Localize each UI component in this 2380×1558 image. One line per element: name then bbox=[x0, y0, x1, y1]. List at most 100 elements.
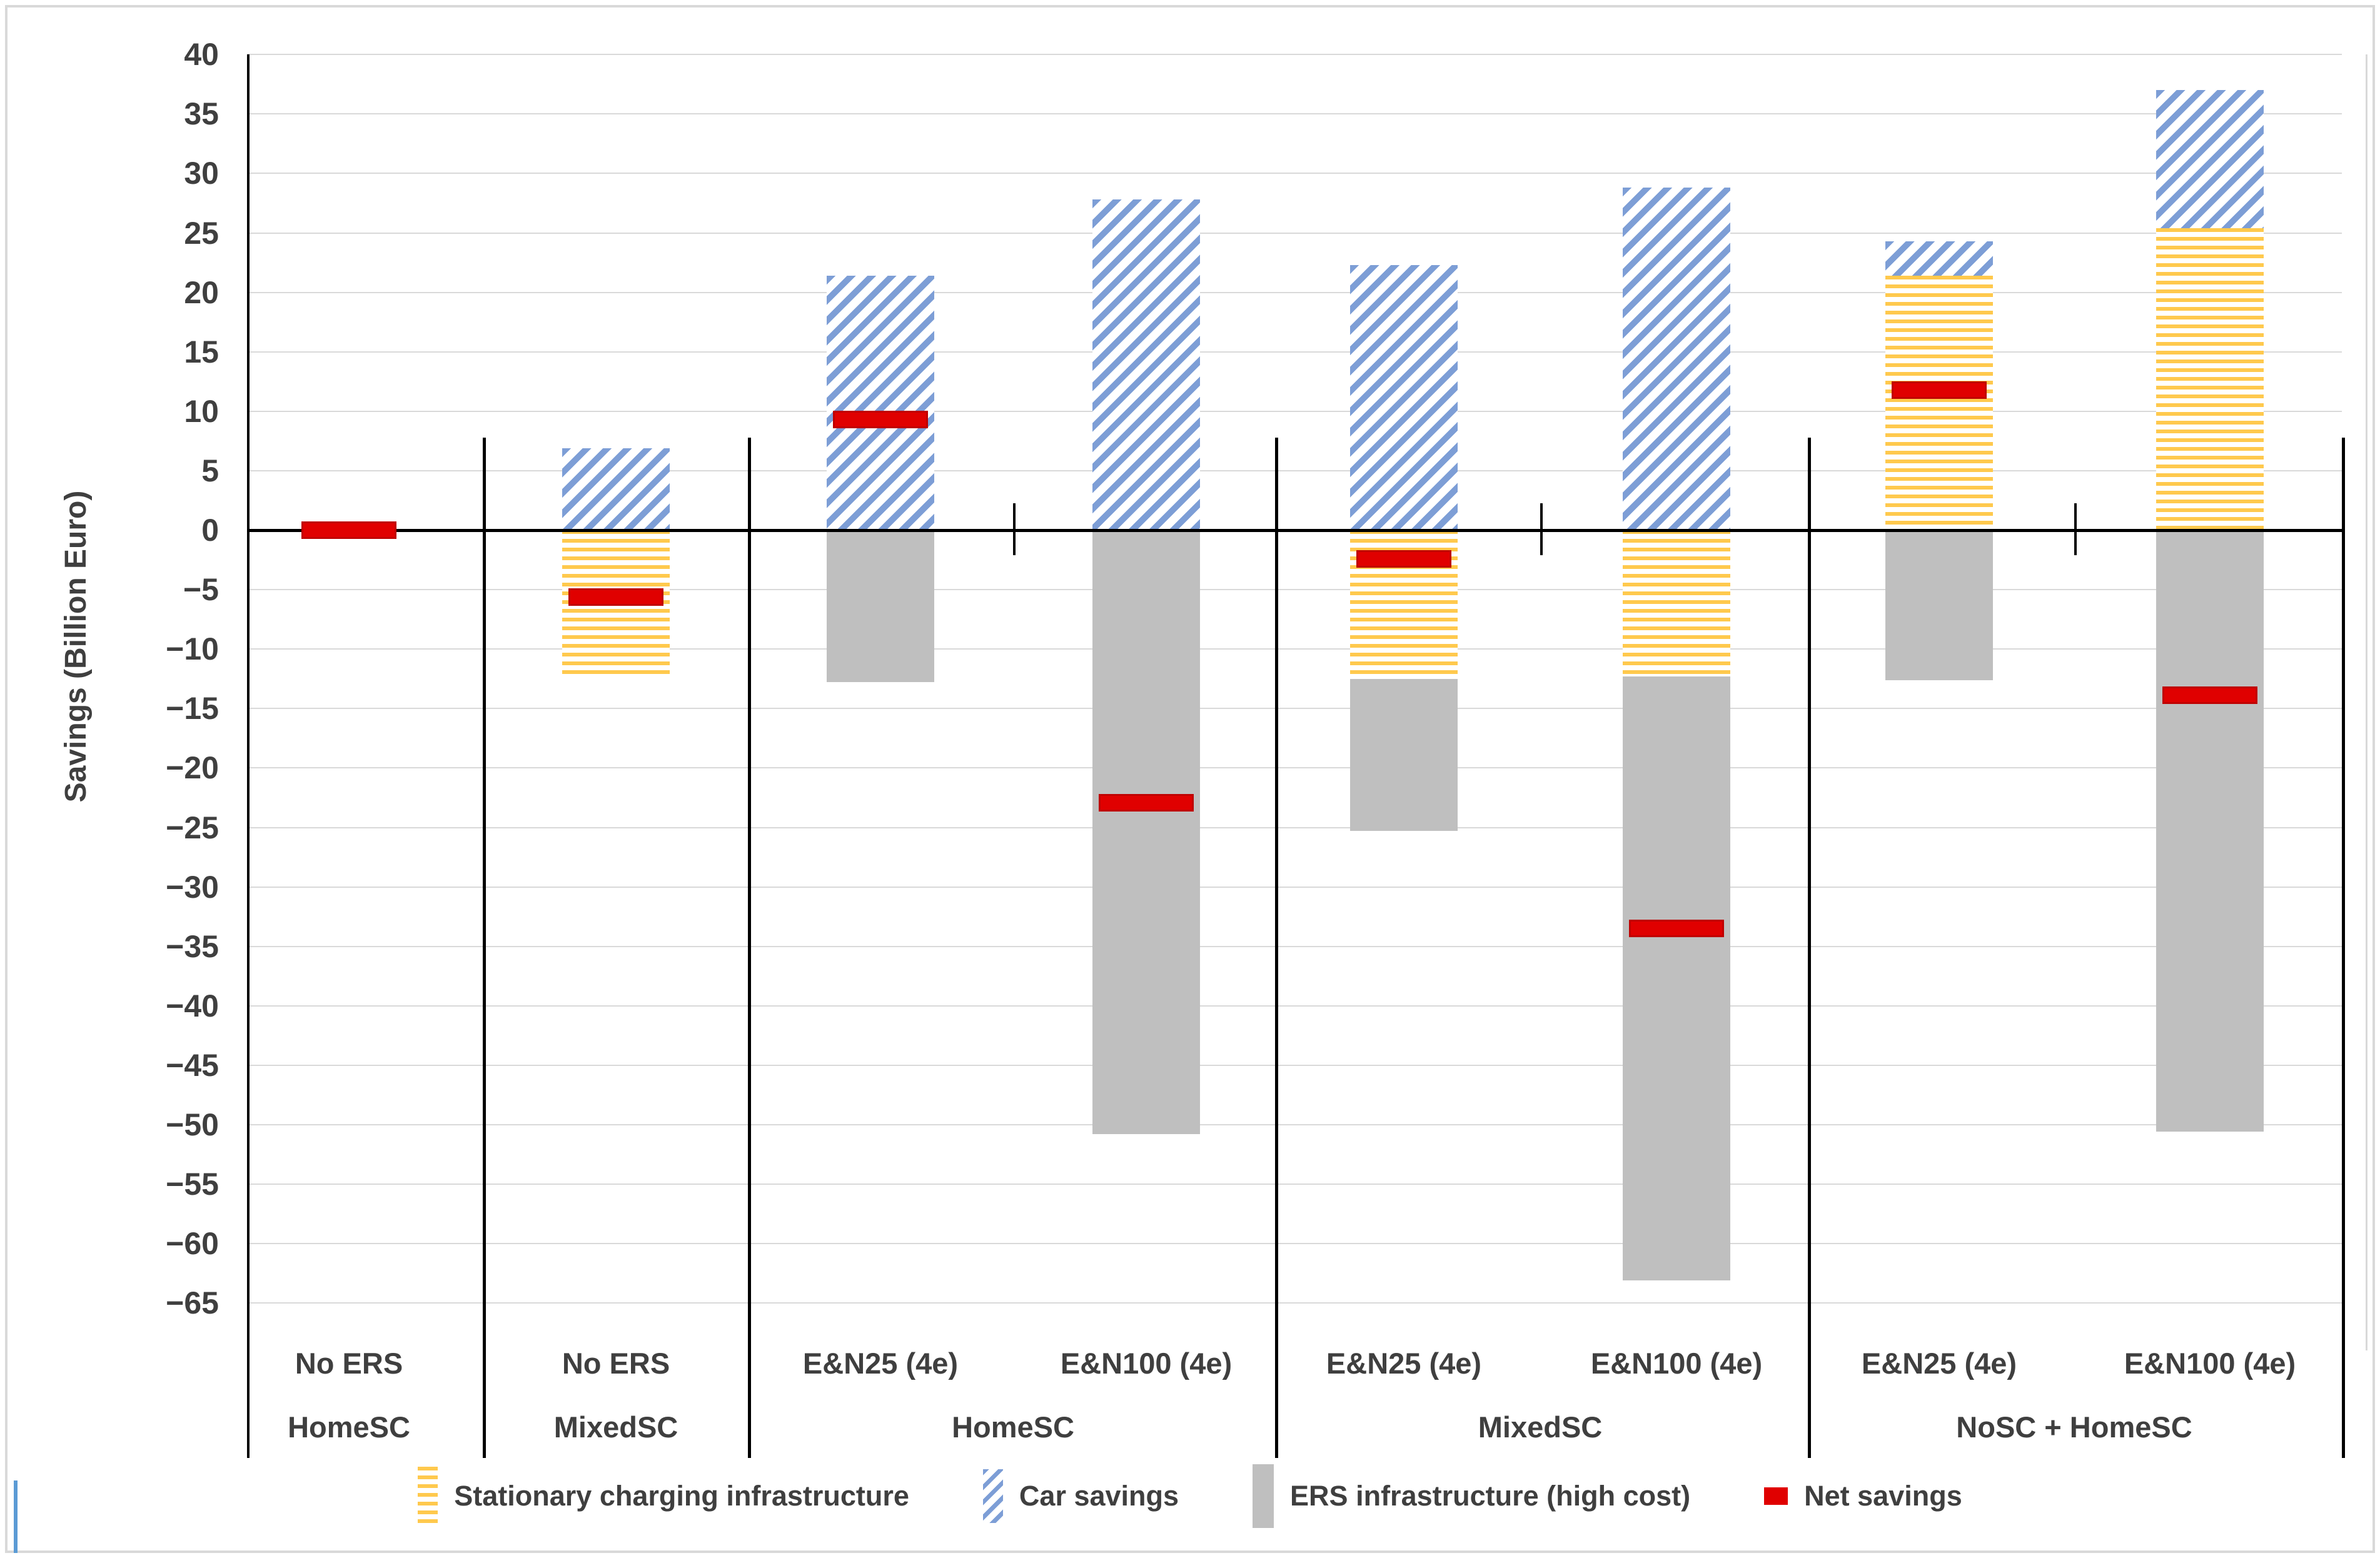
legend-label: Net savings bbox=[1804, 1480, 1962, 1512]
bar-segment-car-4 bbox=[1092, 199, 1200, 530]
gridline--40 bbox=[247, 1005, 2342, 1007]
net-savings-marker-1 bbox=[301, 521, 396, 539]
y-tick-label: −55 bbox=[166, 1167, 219, 1202]
gridline--65 bbox=[247, 1302, 2342, 1304]
bar-segment-ers-7 bbox=[1885, 530, 1993, 680]
gridline--15 bbox=[247, 708, 2342, 710]
x-group-label-2: MixedSC bbox=[553, 1410, 678, 1444]
x-category-label-6: E&N100 (4e) bbox=[1590, 1347, 1763, 1380]
y-tick-label: −45 bbox=[166, 1047, 219, 1083]
net-savings-marker-4 bbox=[1099, 793, 1194, 812]
bar-segment-ers-3 bbox=[827, 530, 934, 683]
x-group-label-3: HomeSC bbox=[952, 1410, 1074, 1444]
legend-item-2: Car savings bbox=[982, 1469, 1179, 1523]
gridline-35 bbox=[247, 113, 2342, 115]
bar-segment-ers-8 bbox=[2156, 530, 2264, 1132]
plot-right-border bbox=[2366, 54, 2367, 1350]
gridline--5 bbox=[247, 589, 2342, 591]
gray-solid-swatch-icon bbox=[1253, 1464, 1274, 1528]
y-tick-label: 5 bbox=[201, 453, 219, 488]
y-tick-label: 25 bbox=[184, 215, 219, 251]
y-tick-label: −30 bbox=[166, 869, 219, 905]
legend-label: Stationary charging infrastructure bbox=[454, 1480, 909, 1512]
legend-label: ERS infrastructure (high cost) bbox=[1290, 1480, 1691, 1512]
group-separator-5 bbox=[2342, 438, 2345, 1458]
y-tick-label: 30 bbox=[184, 156, 219, 191]
net-savings-marker-3 bbox=[833, 411, 928, 429]
y-axis-title: Savings (Billion Euro) bbox=[59, 490, 93, 803]
x-group-label-1: HomeSC bbox=[288, 1410, 410, 1444]
gridline-30 bbox=[247, 173, 2342, 174]
group-separator-2 bbox=[748, 438, 751, 1458]
legend: Stationary charging infrastructure Car sa… bbox=[0, 1464, 2380, 1528]
y-tick-label: −50 bbox=[166, 1107, 219, 1142]
gridline--50 bbox=[247, 1124, 2342, 1125]
y-tick-label: −25 bbox=[166, 810, 219, 845]
blue-diagonal-stripes-swatch-icon bbox=[982, 1469, 1003, 1523]
bar-segment-car-8 bbox=[2156, 90, 2264, 228]
x-category-label-1: No ERS bbox=[295, 1347, 403, 1380]
bar-segment-car-6 bbox=[1623, 188, 1730, 530]
gridline--30 bbox=[247, 886, 2342, 888]
gridline-15 bbox=[247, 351, 2342, 353]
gridline-20 bbox=[247, 291, 2342, 293]
y-tick-label: −65 bbox=[166, 1285, 219, 1321]
bar-segment-ers-5 bbox=[1350, 678, 1458, 832]
yellow-horizontal-stripes-swatch-icon bbox=[418, 1467, 438, 1525]
bar-segment-stationary-8 bbox=[2156, 228, 2264, 530]
bar-segment-car-7 bbox=[1885, 241, 1993, 276]
y-tick-label: 0 bbox=[201, 513, 219, 548]
y-tick-label: 35 bbox=[184, 96, 219, 132]
bar-segment-stationary-7 bbox=[1885, 275, 1993, 530]
bar-segment-ers-4 bbox=[1092, 530, 1200, 1135]
y-tick-label: 40 bbox=[184, 37, 219, 73]
pair-axis-tick-2 bbox=[1540, 503, 1543, 555]
y-tick-label: 15 bbox=[184, 334, 219, 369]
net-savings-marker-5 bbox=[1356, 550, 1451, 568]
gridline--55 bbox=[247, 1184, 2342, 1185]
net-savings-marker-8 bbox=[2162, 686, 2257, 705]
x-category-label-7: E&N25 (4e) bbox=[1861, 1347, 2017, 1380]
bar-segment-stationary-6 bbox=[1623, 530, 1730, 676]
gridline--25 bbox=[247, 827, 2342, 828]
bar-segment-car-5 bbox=[1350, 264, 1458, 530]
y-tick-label: −40 bbox=[166, 988, 219, 1023]
net-savings-marker-7 bbox=[1892, 381, 1987, 399]
legend-label: Car savings bbox=[1019, 1480, 1179, 1512]
y-tick-label: −5 bbox=[183, 572, 219, 608]
legend-item-1: Stationary charging infrastructure bbox=[418, 1467, 909, 1525]
x-category-label-3: E&N25 (4e) bbox=[802, 1347, 959, 1380]
y-tick-label: −35 bbox=[166, 928, 219, 964]
x-axis-zero-line bbox=[247, 529, 2342, 532]
bar-segment-ers-6 bbox=[1623, 676, 1730, 1281]
pair-axis-tick-3 bbox=[2074, 503, 2077, 555]
gridline--35 bbox=[247, 945, 2342, 947]
y-tick-label: −10 bbox=[166, 631, 219, 667]
gridline-40 bbox=[247, 54, 2342, 56]
legend-item-4: Net savings bbox=[1764, 1480, 1962, 1512]
pair-axis-tick-1 bbox=[1013, 503, 1016, 555]
gridline--60 bbox=[247, 1243, 2342, 1245]
gridline-25 bbox=[247, 232, 2342, 234]
group-separator-4 bbox=[1808, 438, 1811, 1458]
net-savings-marker-6 bbox=[1629, 920, 1724, 938]
net-savings-marker-2 bbox=[568, 588, 663, 606]
y-tick-label: 20 bbox=[184, 274, 219, 310]
frame-fragment-blue bbox=[14, 1480, 18, 1553]
gridline-10 bbox=[247, 410, 2342, 412]
bar-segment-car-2 bbox=[562, 448, 670, 530]
group-separator-1 bbox=[483, 438, 486, 1458]
red-dash-swatch-icon bbox=[1764, 1487, 1788, 1505]
gridline--10 bbox=[247, 648, 2342, 650]
gridline-5 bbox=[247, 470, 2342, 471]
y-tick-label: −20 bbox=[166, 750, 219, 786]
x-category-label-5: E&N25 (4e) bbox=[1326, 1347, 1482, 1380]
legend-item-3: ERS infrastructure (high cost) bbox=[1253, 1464, 1690, 1528]
x-group-label-5: NoSC + HomeSC bbox=[1956, 1410, 2192, 1444]
gridline--45 bbox=[247, 1064, 2342, 1066]
x-category-label-8: E&N100 (4e) bbox=[2124, 1347, 2296, 1380]
group-separator-3 bbox=[1275, 438, 1278, 1458]
y-tick-label: −15 bbox=[166, 691, 219, 726]
y-tick-label: −60 bbox=[166, 1226, 219, 1262]
